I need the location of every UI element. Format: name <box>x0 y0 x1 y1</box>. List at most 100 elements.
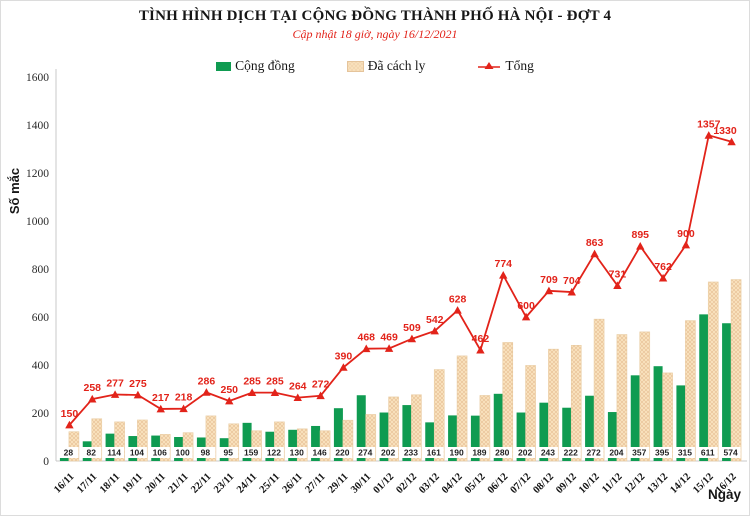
bar-value-box <box>332 447 353 458</box>
total-value-label: 390 <box>335 350 353 362</box>
bar-da-cach-ly <box>639 331 651 462</box>
total-value-label: 628 <box>449 293 467 305</box>
total-value-label: 1330 <box>713 125 737 137</box>
x-tick-label: 01/12 <box>372 471 397 496</box>
bar-da-cach-ly <box>548 348 559 462</box>
bar-cong-dong <box>676 385 686 461</box>
total-value-label: 900 <box>677 228 695 240</box>
bar-cong-dong <box>265 431 275 461</box>
total-marker <box>179 404 188 413</box>
total-marker <box>567 287 576 296</box>
x-tick-label: 30/11 <box>349 471 373 495</box>
x-tick-label: 27/11 <box>303 471 327 495</box>
total-line <box>68 134 732 426</box>
bar-value-label: 204 <box>609 448 623 458</box>
bar-cong-dong <box>242 422 252 461</box>
total-value-label: 218 <box>175 392 193 404</box>
total-marker <box>110 390 120 398</box>
bar-cong-dong <box>653 366 663 461</box>
bar-cong-dong <box>539 402 549 461</box>
total-value-label: 542 <box>426 314 444 326</box>
total-line-marker-icon <box>478 62 501 69</box>
x-tick-label: 04/12 <box>440 471 465 496</box>
bar-da-cach-ly <box>730 279 742 462</box>
total-marker <box>270 388 280 396</box>
bar-value-box <box>652 447 673 458</box>
bar-value-label: 122 <box>267 448 281 458</box>
bar-da-cach-ly <box>365 414 377 462</box>
bar-value-box <box>241 447 262 458</box>
total-marker <box>316 391 325 400</box>
bar-value-label: 202 <box>381 448 395 458</box>
bar-value-box <box>126 447 147 458</box>
bar-value-box <box>286 447 307 458</box>
community-bar-swatch-icon <box>216 61 232 71</box>
x-tick-label: 05/12 <box>463 471 488 496</box>
x-tick-label: 13/12 <box>646 471 671 496</box>
bar-cong-dong <box>379 412 389 461</box>
x-tick-label: 07/12 <box>509 471 534 496</box>
bar-da-cach-ly <box>616 334 628 462</box>
bar-da-cach-ly <box>707 281 719 462</box>
total-marker <box>590 249 599 258</box>
x-tick-label: 11/12 <box>600 471 624 495</box>
bar-cong-dong <box>311 425 321 461</box>
bar-value-label: 357 <box>632 448 646 458</box>
total-marker <box>384 344 394 352</box>
bar-value-label: 202 <box>518 448 532 458</box>
bar-value-label: 220 <box>335 448 349 458</box>
bar-da-cach-ly <box>685 320 696 462</box>
total-marker <box>202 388 211 396</box>
bar-value-label: 272 <box>586 448 600 458</box>
bar-cong-dong <box>448 415 458 461</box>
bar-cong-dong <box>288 429 298 461</box>
bar-da-cach-ly <box>388 396 399 462</box>
bar-cong-dong <box>722 323 732 461</box>
total-value-label: 275 <box>129 378 147 390</box>
bar-value-box <box>104 447 125 458</box>
bar-cong-dong <box>585 395 595 461</box>
total-marker <box>88 394 97 403</box>
total-marker <box>613 281 622 289</box>
y-tick-label: 1400 <box>26 120 49 132</box>
bar-value-box <box>149 447 170 458</box>
bar-da-cach-ly <box>296 428 308 462</box>
bar-da-cach-ly <box>593 318 605 462</box>
total-marker <box>727 137 736 146</box>
bar-value-label: 574 <box>723 448 737 458</box>
bar-value-box <box>58 447 79 458</box>
y-tick-label: 1000 <box>26 216 49 228</box>
bar-da-cach-ly <box>342 419 354 462</box>
total-marker <box>65 420 74 429</box>
total-value-label: 709 <box>540 274 558 286</box>
x-tick-label: 29/11 <box>326 471 350 495</box>
total-value-label: 731 <box>609 269 627 281</box>
total-marker <box>521 312 531 321</box>
bar-cong-dong <box>425 422 435 461</box>
bar-value-box <box>263 447 284 458</box>
chart-subtitle: Cập nhật 18 giờ, ngày 16/12/2021 <box>292 27 458 41</box>
bar-da-cach-ly <box>182 432 194 462</box>
y-tick-label: 200 <box>32 408 50 420</box>
bar-value-label: 222 <box>564 448 578 458</box>
total-marker <box>156 404 165 413</box>
total-value-label: 277 <box>106 378 124 390</box>
bar-value-box <box>583 447 604 458</box>
x-tick-label: 08/12 <box>531 471 556 496</box>
legend-item-da-cach-ly: Đã cách ly <box>346 58 425 74</box>
total-marker <box>476 345 485 354</box>
total-value-label: 250 <box>220 384 238 396</box>
bar-da-cach-ly <box>68 431 80 462</box>
bar-da-cach-ly <box>456 355 468 462</box>
bar-value-label: 104 <box>130 448 144 458</box>
total-marker <box>247 388 257 396</box>
y-tick-label: 0 <box>43 456 49 468</box>
legend-label: Tổng <box>505 58 534 73</box>
bar-value-label: 28 <box>64 448 74 458</box>
x-tick-label: 02/12 <box>394 471 419 496</box>
x-tick-label: 14/12 <box>668 471 693 496</box>
y-tick-label: 400 <box>32 360 50 372</box>
bar-value-box <box>309 447 330 458</box>
bar-da-cach-ly <box>205 415 217 462</box>
